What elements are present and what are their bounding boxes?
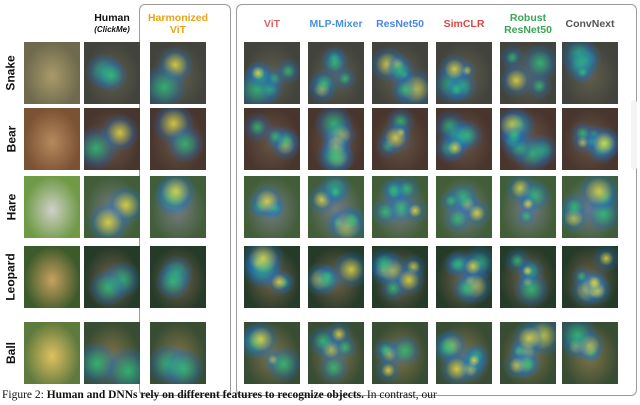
- dnn-group-box: [236, 4, 637, 396]
- saliency-tile: [500, 42, 556, 104]
- saliency-tile: [24, 42, 80, 104]
- column-header-sublabel: (ClickMe): [94, 25, 130, 34]
- column-header-label: Harmonized ViT: [147, 12, 209, 36]
- column-header-label: Human: [94, 12, 130, 24]
- saliency-tile: [372, 322, 428, 384]
- saliency-tile: [308, 176, 364, 238]
- saliency-tile: [244, 42, 300, 104]
- saliency-tile: [84, 176, 140, 238]
- saliency-tile: [150, 108, 206, 170]
- saliency-tile: [372, 108, 428, 170]
- row-label-text: Bear: [4, 125, 18, 153]
- saliency-tile: [150, 322, 206, 384]
- caption-bold: Human and DNNs rely on different feature…: [46, 389, 365, 401]
- column-header-3: ViT: [236, 18, 308, 30]
- saliency-tile: [562, 176, 618, 238]
- column-header-1: Human (ClickMe): [76, 12, 148, 36]
- saliency-tile: [150, 176, 206, 238]
- column-header-label: Robust ResNet50: [504, 12, 552, 36]
- row-label-text: Hare: [4, 193, 18, 221]
- caption-rest: In contrast, our: [364, 389, 437, 401]
- column-header-8: ConvNext: [554, 18, 626, 30]
- saliency-tile: [308, 322, 364, 384]
- saliency-tile: [308, 42, 364, 104]
- saliency-tile: [244, 322, 300, 384]
- figure-caption: Figure 2: Human and DNNs rely on differe…: [0, 389, 640, 405]
- saliency-tile: [84, 42, 140, 104]
- saliency-tile: [84, 322, 140, 384]
- caption-prefix: Figure 2:: [2, 389, 44, 401]
- saliency-tile: [244, 108, 300, 170]
- saliency-tile: [308, 246, 364, 308]
- saliency-tile: [84, 108, 140, 170]
- saliency-tile: [562, 108, 618, 170]
- saliency-tile: [372, 246, 428, 308]
- saliency-tile: [500, 322, 556, 384]
- row-label-hare: Hare: [1, 176, 21, 238]
- saliency-tile: [308, 108, 364, 170]
- column-header-label: MLP-Mixer: [309, 18, 363, 30]
- saliency-tile: [562, 322, 618, 384]
- column-header-5: ResNet50: [364, 18, 436, 30]
- saliency-tile: [24, 246, 80, 308]
- saliency-tile: [24, 108, 80, 170]
- saliency-tile: [84, 246, 140, 308]
- saliency-tile: [436, 176, 492, 238]
- row-label-ball: Ball: [1, 322, 21, 384]
- saliency-tile: [24, 176, 80, 238]
- saliency-tile: [24, 322, 80, 384]
- saliency-tile: [436, 246, 492, 308]
- saliency-tile: [562, 42, 618, 104]
- column-header-label: SimCLR: [443, 18, 485, 30]
- saliency-tile: [244, 176, 300, 238]
- saliency-tile: [562, 246, 618, 308]
- row-label-snake: Snake: [1, 42, 21, 104]
- scrollbar[interactable]: [631, 100, 637, 170]
- row-label-text: Leopard: [4, 253, 18, 301]
- row-label-text: Snake: [4, 55, 19, 91]
- column-header-label: ConvNext: [565, 18, 615, 30]
- saliency-tile: [500, 176, 556, 238]
- saliency-tile: [244, 246, 300, 308]
- saliency-tile: [436, 108, 492, 170]
- column-header-label: ResNet50: [376, 18, 424, 30]
- saliency-tile: [372, 42, 428, 104]
- row-label-bear: Bear: [1, 108, 21, 170]
- column-header-2: Harmonized ViT: [142, 12, 214, 36]
- column-header-6: SimCLR: [428, 18, 500, 30]
- saliency-tile: [436, 322, 492, 384]
- row-label-text: Ball: [4, 341, 19, 365]
- column-header-7: Robust ResNet50: [492, 12, 564, 36]
- saliency-tile: [500, 108, 556, 170]
- saliency-tile: [150, 42, 206, 104]
- saliency-tile: [436, 42, 492, 104]
- saliency-tile: [372, 176, 428, 238]
- saliency-tile: [150, 246, 206, 308]
- row-label-leopard: Leopard: [1, 246, 21, 308]
- saliency-tile: [500, 246, 556, 308]
- column-header-4: MLP-Mixer: [300, 18, 372, 30]
- column-header-label: ViT: [263, 18, 281, 30]
